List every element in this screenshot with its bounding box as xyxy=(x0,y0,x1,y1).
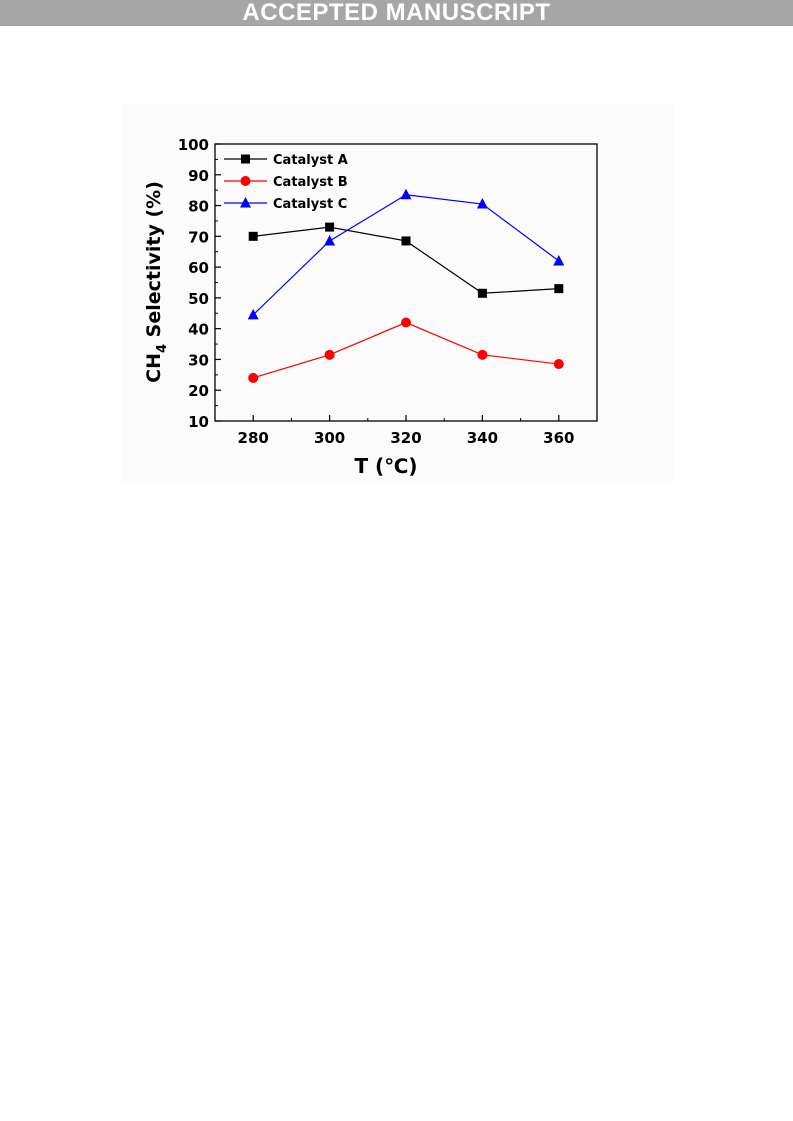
legend-item: Catalyst A xyxy=(224,153,348,168)
y-axis-label-suffix: Selectivity (%) xyxy=(143,181,165,344)
series-line xyxy=(252,194,560,316)
y-tick-label: 20 xyxy=(188,382,209,400)
y-tick-label: 10 xyxy=(188,413,209,431)
data-point xyxy=(248,231,258,241)
y-tick-label: 60 xyxy=(188,259,209,277)
accepted-manuscript-banner: ACCEPTED MANUSCRIPT xyxy=(0,0,793,26)
x-tick-label: 300 xyxy=(314,429,345,447)
y-tick-label: 100 xyxy=(178,136,209,154)
series-catalyst-a xyxy=(248,222,564,298)
legend-label: Catalyst A xyxy=(273,153,348,168)
legend-label: Catalyst B xyxy=(273,175,348,190)
data-point xyxy=(325,222,335,232)
x-tick-label: 360 xyxy=(543,429,574,447)
series-line xyxy=(253,321,559,379)
legend-label: Catalyst C xyxy=(273,197,347,212)
data-point xyxy=(400,188,412,200)
y-tick-label: 80 xyxy=(188,198,209,216)
y-axis-label-main: CH xyxy=(143,353,165,383)
data-point xyxy=(554,284,564,294)
y-axis-label: CH4 Selectivity (%) xyxy=(143,181,170,383)
data-point xyxy=(324,234,336,246)
data-point xyxy=(247,308,259,320)
series-layer xyxy=(247,188,565,383)
legend-marker xyxy=(240,197,251,208)
y-tick-label: 30 xyxy=(188,351,209,369)
x-axis: 280 300 320 340 360 xyxy=(238,415,574,447)
y-axis: 10 20 30 40 50 60 70 80 90 100 xyxy=(178,136,221,431)
legend: Catalyst A Catalyst B Catalyst C xyxy=(224,153,348,212)
y-tick-label: 70 xyxy=(188,228,209,246)
series-catalyst-b xyxy=(248,317,564,383)
legend-marker xyxy=(240,176,251,186)
y-tick-label: 50 xyxy=(188,290,209,308)
y-tick-label: 40 xyxy=(188,321,209,339)
x-tick-label: 340 xyxy=(467,429,498,447)
data-point xyxy=(553,254,565,266)
data-point xyxy=(477,349,488,360)
y-tick-label: 90 xyxy=(188,167,209,185)
x-axis-label: T (℃) xyxy=(354,454,417,478)
data-point xyxy=(324,349,335,360)
data-point xyxy=(477,288,487,298)
x-tick-label: 320 xyxy=(390,429,421,447)
data-point xyxy=(401,317,411,328)
x-tick-label: 280 xyxy=(238,429,269,447)
legend-marker xyxy=(241,154,250,164)
series-catalyst-c xyxy=(247,188,565,320)
data-point xyxy=(401,236,411,246)
legend-item: Catalyst C xyxy=(224,197,347,212)
y-axis-label-subscript: 4 xyxy=(155,344,170,353)
data-point xyxy=(476,198,488,209)
data-point xyxy=(248,372,259,383)
data-point xyxy=(553,359,564,370)
legend-item: Catalyst B xyxy=(224,175,348,190)
